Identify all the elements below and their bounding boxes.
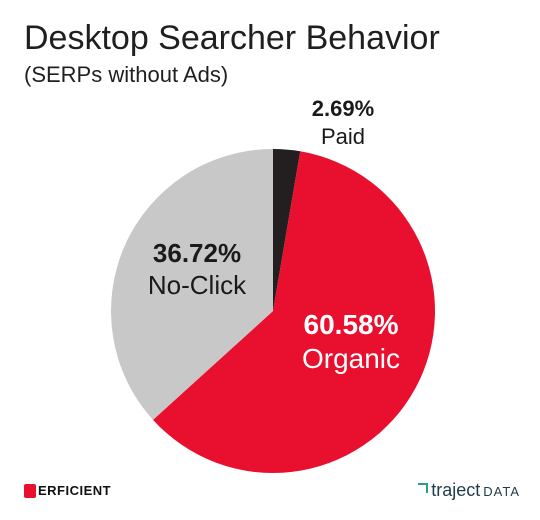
traject-mark-icon (418, 483, 429, 493)
pie-slice-organic (152, 151, 435, 474)
traject-logo-text: traject (431, 480, 481, 500)
perficient-mark-icon (24, 483, 36, 498)
chart-title: Desktop Searcher Behavior (24, 19, 440, 57)
perficient-logo: ERFICIENT (24, 483, 111, 498)
pie-slice-no-click (110, 149, 273, 420)
data-label-name-no-click: No-Click (148, 270, 247, 300)
perficient-logo-text: ERFICIENT (38, 483, 112, 498)
data-label-name-paid: Paid (321, 124, 365, 149)
chart-subtitle: (SERPs without Ads) (24, 62, 229, 87)
data-label-value-no-click: 36.72% (153, 238, 241, 268)
data-label-value-organic: 60.58% (304, 309, 399, 340)
data-logo-text: DATA (483, 484, 520, 499)
trajectdata-logo: traject DATA (418, 480, 520, 501)
data-label-name-organic: Organic (302, 343, 400, 374)
pie-slice-paid (273, 149, 301, 311)
data-label-value-paid: 2.69% (312, 96, 374, 121)
